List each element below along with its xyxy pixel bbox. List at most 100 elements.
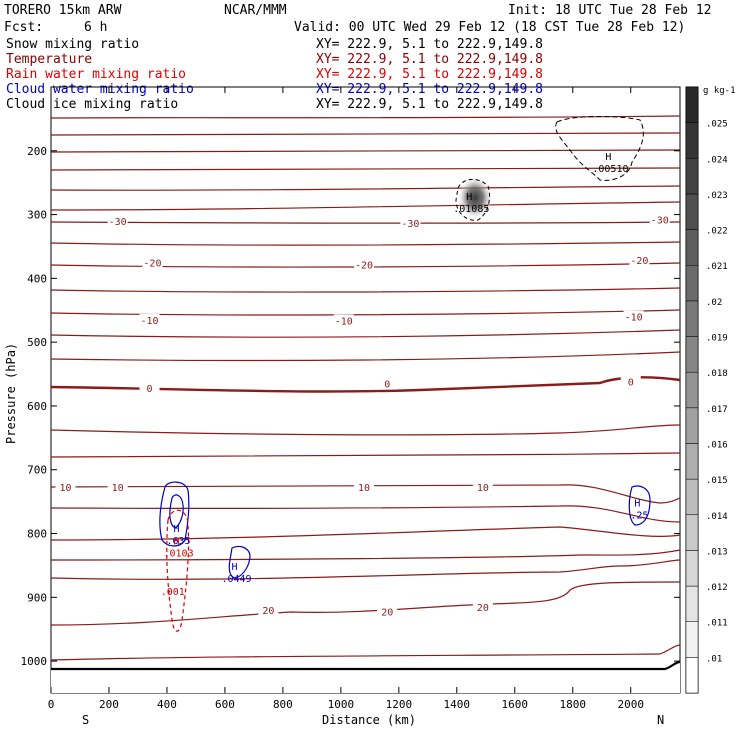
y-tick-label: 500 [27,336,47,349]
temperature-label: -10 [335,316,353,327]
x-tick-label: 800 [273,698,293,711]
isotherm-line [50,559,681,580]
x-tick-label: 1600 [502,698,529,711]
colorbar-tick-label: .025 [706,120,728,130]
colorbar-tick-label: .023 [706,191,728,201]
colorbar-ticks: .01 .011 .012 .013 .014 .015 .016 .017 .018 .019.… [706,120,728,665]
legend-xy-rain: XY= 222.9, 5.1 to 222.9,149.8 [316,67,543,82]
valid-time: Valid: 00 UTC Wed 29 Feb 12 (18 CST Tue … [294,20,685,35]
temperature-label: -30 [651,216,669,227]
temperature-label-bg [400,216,421,229]
colorbar-tick-label: .011 [706,619,728,629]
colorbar-cell [685,514,699,551]
isotherm-line [50,581,681,626]
maximum-marker: H [174,537,180,548]
y-tick-label: 200 [27,145,47,158]
colorbar-cell [685,585,699,622]
maximum-marker: H [605,152,611,163]
terrain-fill [51,662,680,693]
temperature-label-bg [620,375,641,388]
temperature-label: 10 [59,483,71,494]
temperature-label-bg [354,480,375,493]
forecast-hours: 6 h [84,20,107,35]
isotherm-line [50,549,681,561]
y-tick-label: 400 [27,272,47,285]
temperature-labels: -30 -30 -30 -20 -20 -20 -10 -10 -10 0 0 0 10 10 10 10 20… [55,213,670,618]
legend-xy-cloud-water: XY= 222.9, 5.1 to 222.9,149.8 [316,82,543,97]
isotherm-line [50,241,681,246]
temperature-label: 0 [384,380,390,391]
y-tick-label: 600 [27,400,47,413]
colorbar-tick-label: .012 [706,583,728,593]
temperature-label-bg [139,313,160,326]
x-tick-label: 0 [48,698,55,711]
legend-name-rain: Rain water mixing ratio [6,67,186,82]
isotherm-line [50,505,681,523]
model-title: TORERO 15km ARW [4,3,122,18]
temperature-label: -10 [625,313,643,324]
temperature-label-bg [629,253,650,266]
colorbar-cell [685,86,699,123]
cloud-water-contour [228,545,251,579]
colorbar-cell [685,550,699,587]
temperature-label: 0 [147,384,153,395]
colorbar-tick-label: .013 [706,547,728,557]
x-tick-label: 1800 [560,698,587,711]
isotherm-line [50,262,681,268]
legend-name-cloud-ice: Cloud ice mixing ratio [6,97,178,112]
cloud-water-contours [159,481,651,579]
isotherm-line [50,201,681,211]
colorbar-cell [685,193,699,230]
temperature-label-bg [107,480,128,493]
temperature-label-bg [472,480,493,493]
isotherm-line [50,132,681,136]
y-tick-label: 300 [27,209,47,222]
field-legend: Snow mixing ratio XY= 222.9, 5.1 to 222.… [6,37,543,112]
y-axis-title: Pressure (hPa) [4,343,18,444]
colorbar-tick-label: .022 [706,227,728,237]
colorbar-tick-label: .018 [706,369,728,379]
temperature-label-bg [139,382,160,395]
temperature-label-bg [55,480,76,493]
isotherm-line [50,644,681,661]
temperature-label-bg [377,605,398,618]
legend-xy-snow: XY= 222.9, 5.1 to 222.9,149.8 [316,37,543,52]
temperature-label-bg [377,377,398,390]
x-axis: 0 200 400 600 800 1000 1200 1400 1600 1800 2000 [48,87,644,711]
rain-water-contours [166,509,190,632]
colorbar-cell [685,336,699,373]
colorbar-cell [685,264,699,302]
colorbar-tick-label: .02 [706,298,722,308]
isotherm-line [50,221,681,224]
temperature-label: 20 [381,607,393,618]
isotherm-line [50,351,681,362]
temperature-label: 0 [628,378,634,389]
maximum-value: .001 [161,587,185,598]
isotherm-line [50,115,681,119]
temperature-label-bg [354,258,375,271]
colorbar-cell [685,657,699,694]
legend-name-snow: Snow mixing ratio [6,37,139,52]
x-axis-end: N [657,713,664,727]
x-tick-label: 1200 [386,698,413,711]
temperature-label-bg [258,604,279,617]
x-tick-label: 2000 [617,698,644,711]
colorbar-tick-label: .016 [706,440,728,450]
temperature-label: 10 [112,483,124,494]
temperature-isotherms [50,115,681,661]
temperature-label-bg [623,310,644,323]
colorbar-tick-label: .019 [706,334,728,344]
colorbar-tick-label: .021 [706,262,728,272]
maximum-value: .0449 [221,574,251,585]
maximum-marker: H [231,562,237,573]
colorbar-tick-label: .017 [706,405,728,415]
center-title: NCAR/MMM [224,3,287,18]
maximum-value: .01085 [453,204,489,215]
colorbar-cell [685,478,699,516]
isotherm-line [50,526,681,541]
isotherm-line [50,329,681,338]
cloud-water-contour [169,494,184,529]
isotherm-line [50,452,681,458]
